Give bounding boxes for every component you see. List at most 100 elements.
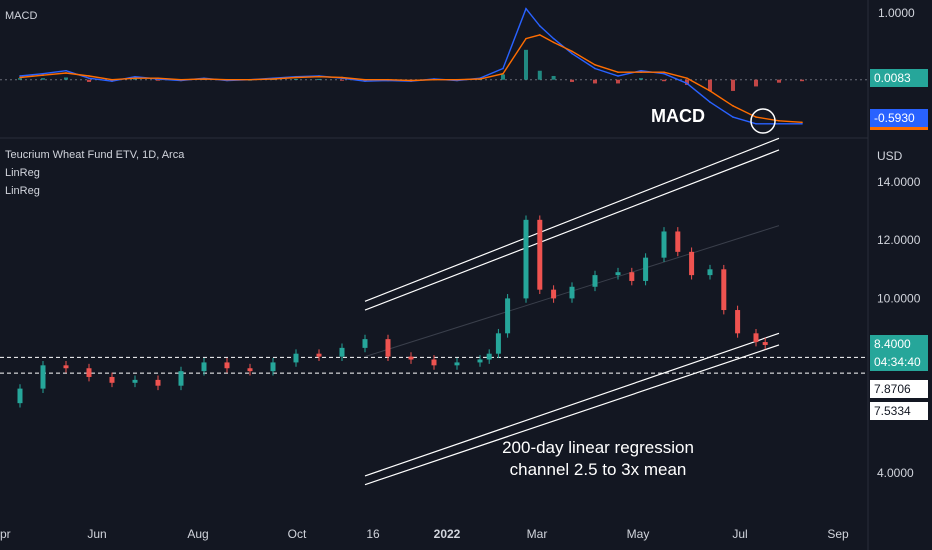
time-axis-label: 16 (366, 527, 380, 541)
macd-histogram-bar (317, 78, 321, 80)
macd-histogram-bar (800, 79, 804, 82)
macd-line-point (755, 122, 757, 125)
candle-body (523, 219, 529, 299)
signal-line-point (65, 72, 67, 74)
signal-line-point (364, 78, 366, 81)
signal-line-point (539, 34, 541, 36)
macd-line-point (42, 72, 44, 75)
signal-line-point (180, 78, 182, 81)
signal-line-point (433, 78, 435, 81)
candle-body (339, 347, 345, 357)
signal-line-point (571, 50, 573, 53)
macd-histogram-bar (87, 79, 91, 82)
signal-line-point (157, 77, 159, 80)
candle-body (477, 359, 483, 363)
macd-line-point (65, 69, 67, 72)
candle-body (615, 272, 621, 276)
candle-body (270, 362, 276, 372)
macd-histogram-bar (41, 78, 45, 80)
macd-histogram-bar (593, 79, 597, 84)
candle-body (109, 376, 115, 383)
signal-line-point (755, 116, 757, 118)
regression-outer-upper[interactable] (364, 137, 780, 302)
signal-line-point (134, 77, 136, 80)
macd-histogram-bar (639, 78, 643, 80)
signal-line-point (226, 78, 228, 81)
candle-body (201, 362, 207, 372)
macd-histogram-bar (524, 49, 528, 80)
time-axis-label: Mar (527, 527, 548, 541)
signal-line-point (203, 78, 205, 80)
instrument-legend[interactable]: Teucrium Wheat Fund ETV, 1D, Arca (5, 149, 185, 161)
macd-histogram-bar (662, 79, 666, 82)
level-badge-upper: 7.8706 (870, 380, 928, 398)
macd-line-point (686, 82, 688, 85)
candle-body (762, 342, 768, 345)
candle-body (537, 219, 543, 290)
candle-body (362, 339, 368, 348)
macd-line-point (594, 67, 596, 70)
price-tick-label: 12.0000 (877, 233, 921, 247)
candle-body (707, 269, 713, 276)
time-axis-label: Jun (87, 527, 106, 541)
macd-histogram-badge: 0.0083 (870, 69, 928, 87)
candle-body (178, 371, 184, 386)
signal-line-point (709, 90, 711, 92)
macd-line-point (709, 101, 711, 103)
candle-body (629, 272, 635, 281)
macd-line-point (539, 25, 541, 27)
macd-histogram-bar (777, 79, 781, 83)
regression-inner-lower[interactable] (364, 332, 780, 477)
candle-body (431, 359, 437, 366)
macd-histogram-bar (685, 79, 689, 85)
macd-histogram-bar (731, 79, 735, 91)
candle-body (17, 388, 23, 404)
level-badge-lower: 7.5334 (870, 402, 928, 420)
signal-line-point (42, 74, 44, 77)
signal-line (19, 34, 803, 123)
candle-body (592, 275, 598, 287)
signal-line-point (249, 78, 251, 81)
macd-line-point (111, 80, 113, 82)
indicator-legend-linreg-2[interactable]: LinReg (5, 185, 40, 197)
signal-line-point (778, 119, 780, 122)
candle-body (753, 333, 759, 343)
candle-body (408, 356, 414, 360)
macd-histogram-bar (156, 79, 160, 81)
signal-line-point (594, 63, 596, 66)
macd-pane (0, 7, 868, 134)
candle-body (486, 353, 492, 360)
macd-annotation: MACD (651, 106, 705, 126)
signal-line-point (111, 78, 113, 81)
signal-line-point (617, 71, 619, 74)
indicator-legend-linreg-1[interactable]: LinReg (5, 167, 40, 179)
signal-line-point (552, 41, 555, 44)
price-tick-label: 14.0000 (877, 175, 921, 189)
signal-line-point (410, 79, 412, 82)
macd-line-point (732, 116, 734, 118)
signal-line-point (479, 78, 481, 80)
macd-histogram-bar (294, 78, 298, 80)
candle-body (86, 368, 92, 377)
candle-body (661, 231, 667, 258)
time-axis[interactable]: pr Jun Aug Oct 16 2022 Mar May Jul Sep (0, 527, 849, 541)
macd-histogram-bar (64, 77, 68, 80)
macd-line-point (552, 37, 555, 40)
candle-body (40, 365, 46, 389)
candle-body (316, 353, 322, 357)
time-axis-label: 2022 (434, 527, 461, 541)
signal-line-point (801, 121, 803, 124)
candle-body (293, 353, 299, 363)
price-pane: 4.0000 10.0000 12.0000 14.0000 (0, 137, 921, 486)
macd-line-point (617, 75, 619, 77)
signal-line-point (295, 76, 297, 79)
macd-histogram-bar (754, 79, 758, 87)
candle-body (247, 368, 253, 372)
macd-line-point (571, 52, 573, 55)
regression-annotation-line-1: 200-day linear regression (502, 438, 694, 457)
regression-inner-upper[interactable] (364, 149, 780, 311)
macd-histogram-bar (501, 74, 505, 80)
candle-body (132, 379, 138, 383)
regression-outer-lower[interactable] (364, 344, 780, 486)
